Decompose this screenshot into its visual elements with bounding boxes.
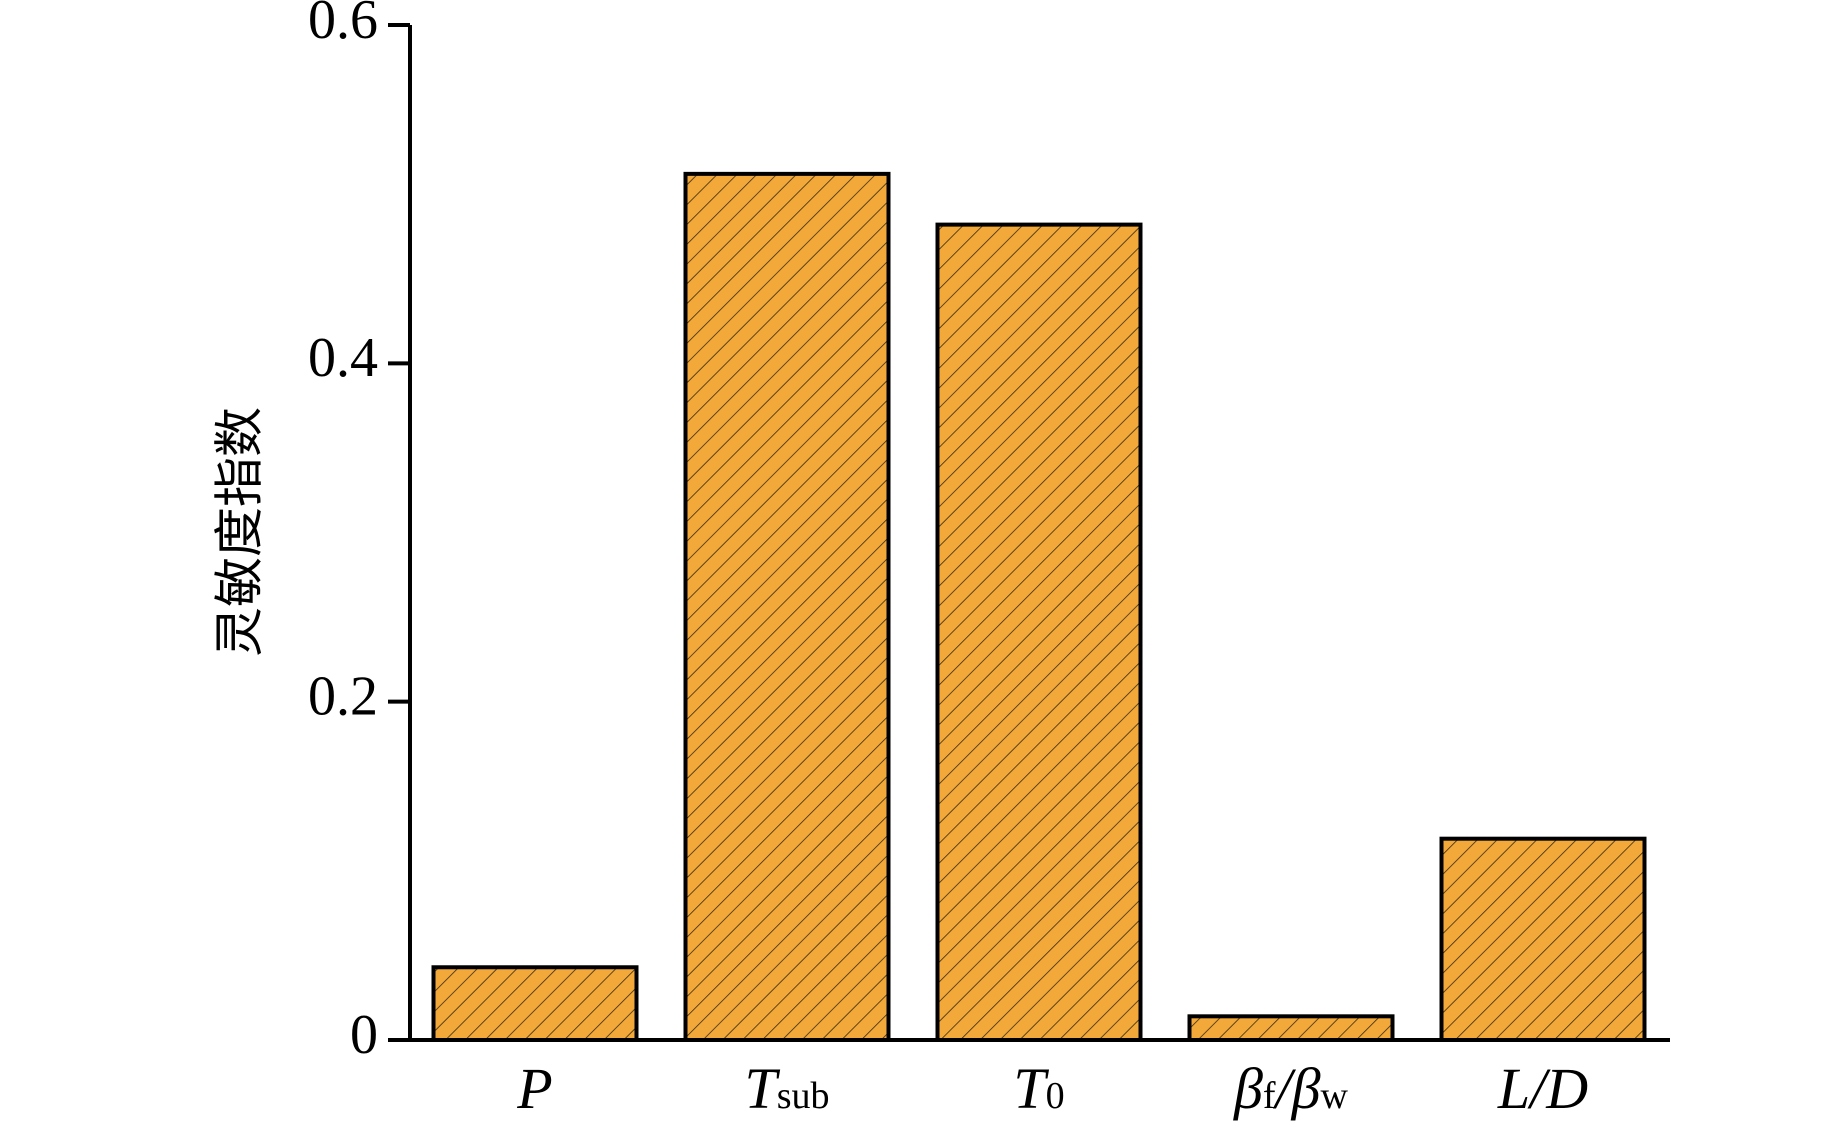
x-tick-label: βf/βw	[1233, 1056, 1349, 1121]
y-tick-label: 0.2	[308, 666, 378, 728]
y-axis-label: 灵敏度指数	[211, 407, 269, 657]
bar-1	[683, 171, 891, 1043]
x-tick-label: P	[516, 1056, 552, 1121]
y-tick-label: 0	[350, 1004, 378, 1066]
bar-0	[431, 965, 639, 1043]
axes-layer	[408, 25, 1670, 1042]
x-tick-label: T0	[1013, 1056, 1064, 1121]
y-tick-label: 0.6	[308, 0, 378, 51]
bar-3	[1187, 1014, 1395, 1042]
x-tick-label: L/D	[1497, 1056, 1588, 1121]
x-tick-labels: P Tsub T0 βf/βw L/D	[516, 1056, 1588, 1121]
y-tick-label: 0.4	[308, 327, 378, 389]
bar-4	[1439, 836, 1647, 1042]
x-tick-label: Tsub	[744, 1056, 829, 1121]
y-ticks: 0 0.2 0.4 0.6	[308, 0, 410, 1066]
bars-layer	[431, 171, 1647, 1043]
bar-2	[935, 222, 1143, 1043]
